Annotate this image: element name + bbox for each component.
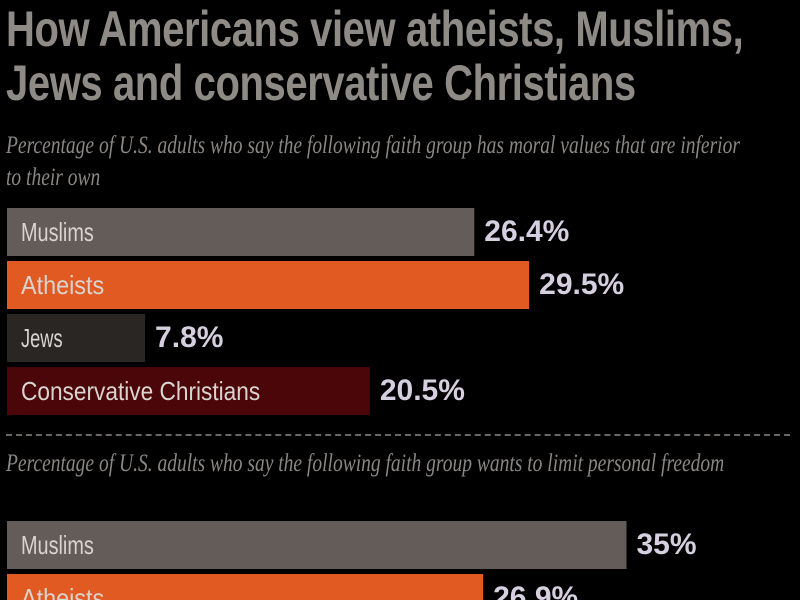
bar-label-jews: Jews bbox=[21, 323, 63, 353]
value-label-muslims: 26.4% bbox=[484, 215, 569, 248]
section-divider bbox=[6, 434, 790, 436]
bar-jews bbox=[7, 314, 146, 362]
bar-muslims bbox=[7, 521, 627, 569]
bar-label-muslims: Muslims bbox=[21, 530, 94, 560]
bar-atheists bbox=[7, 261, 530, 309]
chart-2-subtitle: Percentage of U.S. adults who say the fo… bbox=[6, 450, 725, 477]
bar-label-atheists: Atheists bbox=[21, 583, 104, 600]
value-label-jews: 7.8% bbox=[155, 321, 223, 354]
value-label-atheists: 26.9% bbox=[493, 581, 578, 600]
chart-title: How Americans view atheists, Muslims, Je… bbox=[6, 1, 744, 111]
bar-muslims bbox=[7, 208, 475, 256]
bar-conservative-christians bbox=[7, 367, 370, 415]
value-label-muslims: 35% bbox=[637, 528, 697, 561]
bar-label-muslims: Muslims bbox=[21, 217, 94, 247]
value-label-atheists: 29.5% bbox=[539, 268, 624, 301]
bar-label-conservative-christians: Conservative Christians bbox=[21, 376, 260, 406]
chart-1-subtitle: Percentage of U.S. adults who say the fo… bbox=[6, 132, 740, 191]
bar-atheists bbox=[7, 574, 484, 600]
value-label-conservative-christians: 20.5% bbox=[380, 374, 465, 407]
bar-label-atheists: Atheists bbox=[21, 270, 104, 300]
